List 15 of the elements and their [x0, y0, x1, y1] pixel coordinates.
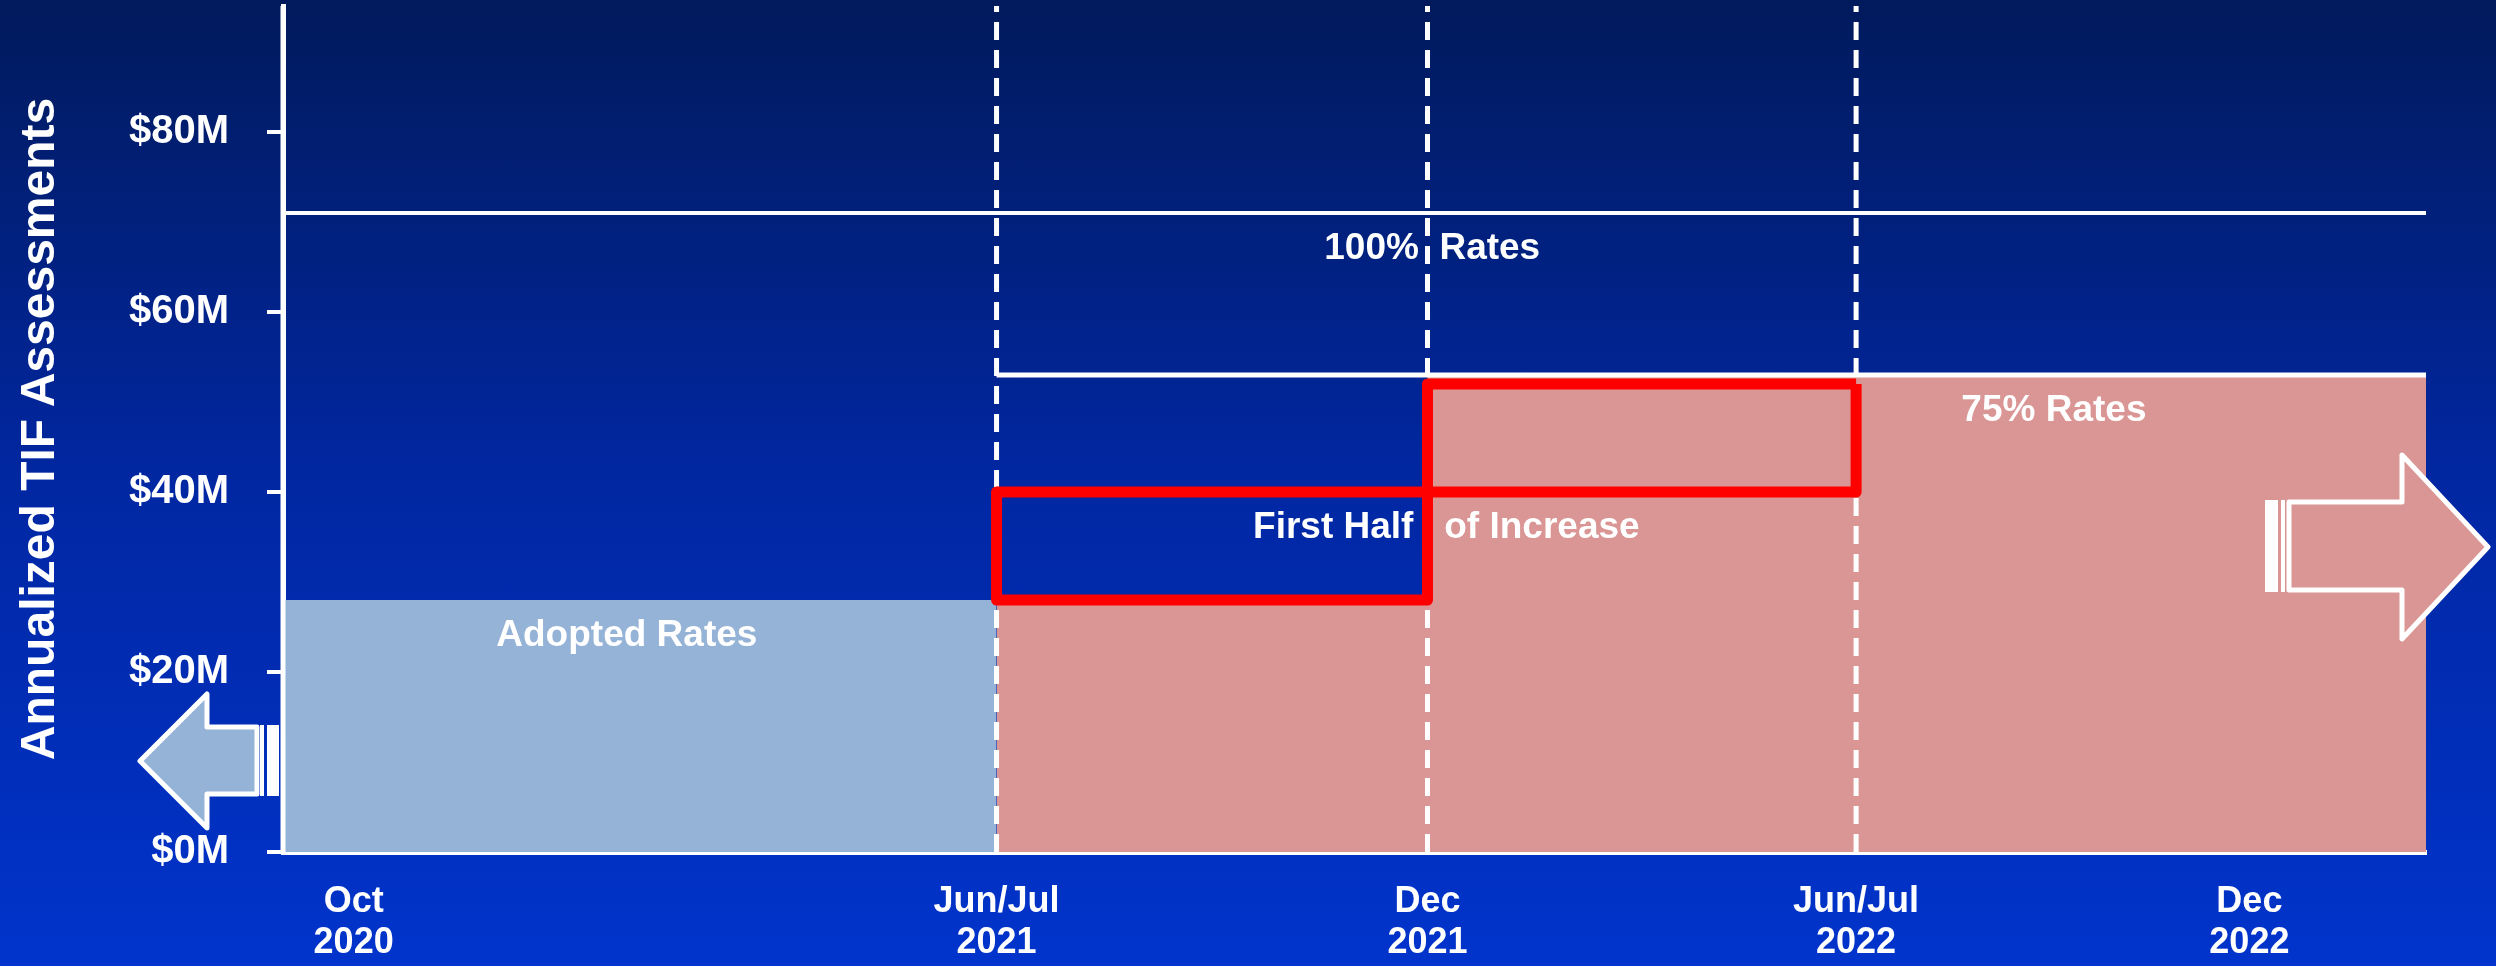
x-tick-label: Jun/Jul 2021: [933, 879, 1060, 962]
x-tick-label: Oct 2020: [313, 879, 394, 962]
y-tick-label: $60M: [128, 287, 229, 332]
x-tick-label: Dec 2021: [1387, 879, 1468, 962]
y-tick-label: $80M: [128, 107, 229, 152]
annotation: Adopted Rates: [496, 613, 758, 655]
annotation: First Half of Increase: [1253, 505, 1640, 547]
x-tick-label: Dec 2022: [2209, 879, 2290, 962]
y-axis-title: Annualized TIF Assessments: [11, 97, 65, 761]
y-tick-label: $40M: [128, 467, 229, 512]
y-tick-label: $0M: [151, 827, 229, 872]
x-tick-label: Jun/Jul 2022: [1793, 879, 1920, 962]
y-tick-label: $20M: [128, 647, 229, 692]
annotation: 75% Rates: [1961, 388, 2147, 430]
annotation: 100% Rates: [1324, 226, 1541, 268]
